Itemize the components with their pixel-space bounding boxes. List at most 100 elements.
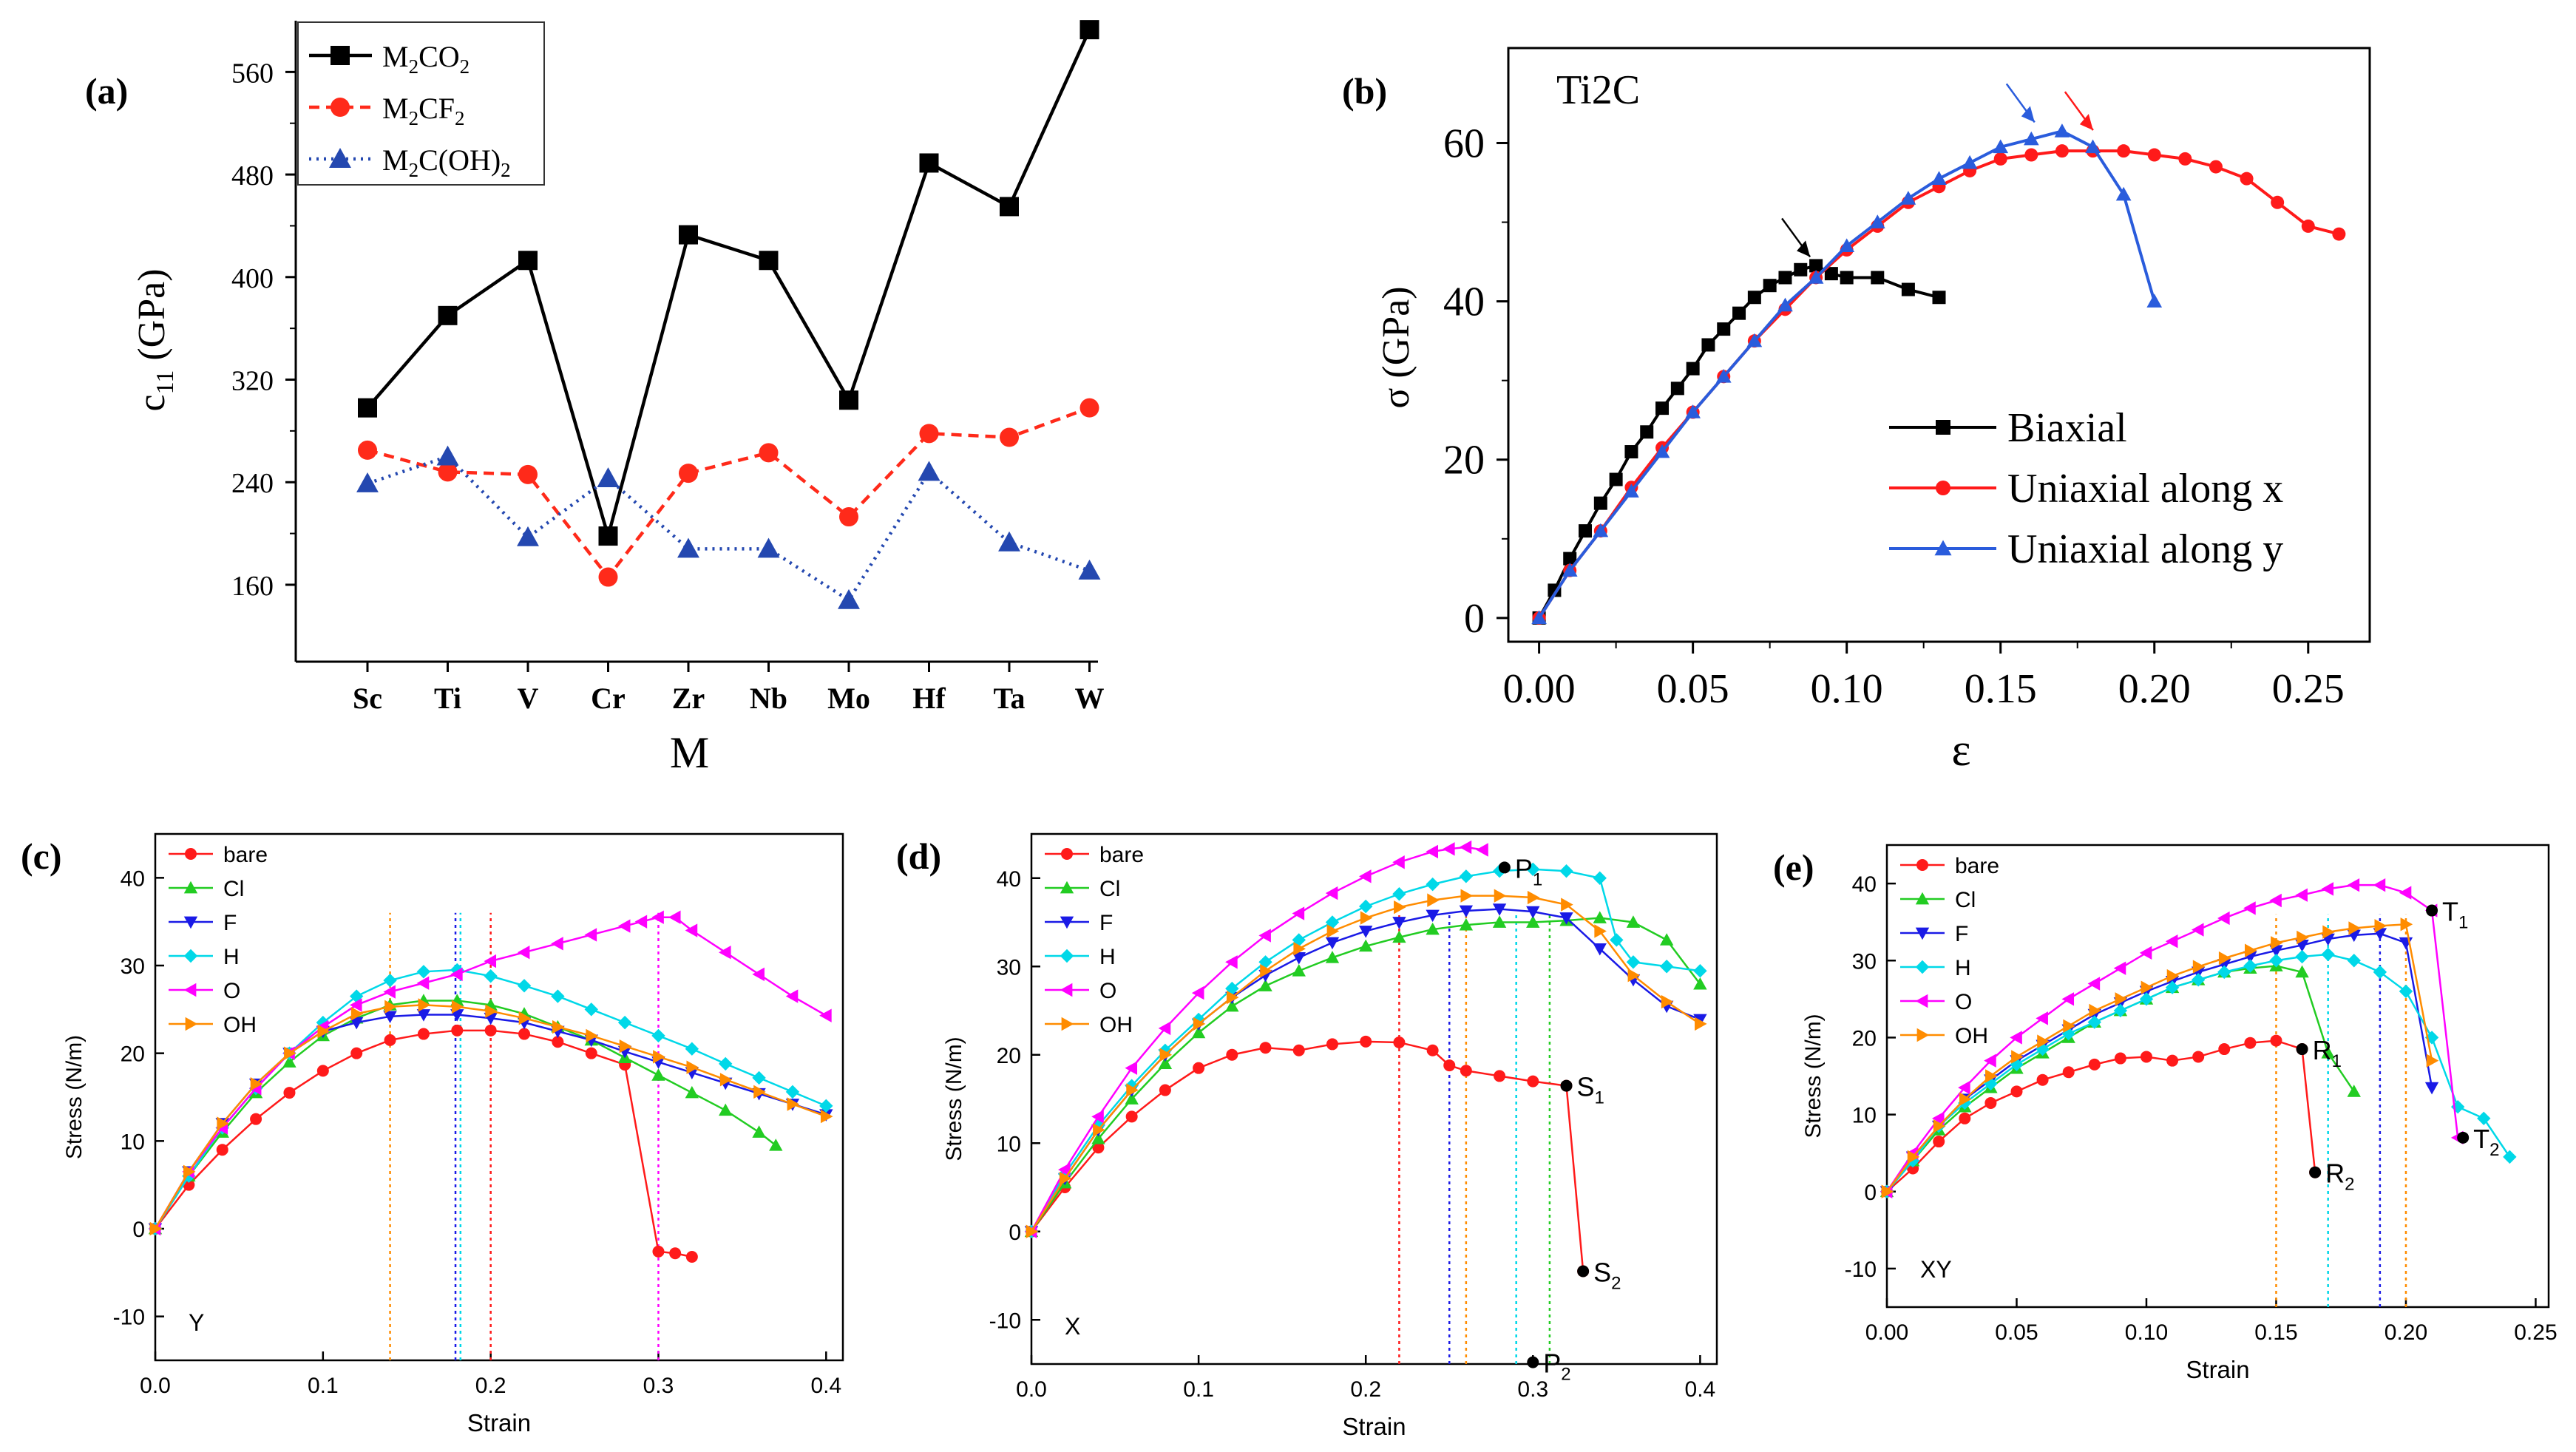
point-label-P2: P2 xyxy=(1543,1348,1570,1385)
data-point xyxy=(2114,1052,2126,1065)
data-point xyxy=(1993,139,2009,154)
x-tick-label: 0.25 xyxy=(2514,1320,2557,1345)
data-point xyxy=(2166,1054,2179,1067)
data-point xyxy=(1459,869,1474,883)
data-point xyxy=(2191,923,2204,937)
data-point xyxy=(668,910,681,924)
x-tick-label: Nb xyxy=(750,682,787,715)
data-point xyxy=(1159,1084,1171,1096)
plot-frame xyxy=(1507,47,2371,643)
data-point xyxy=(2426,1054,2439,1068)
data-point xyxy=(919,153,939,173)
data-point xyxy=(1527,890,1540,905)
data-point xyxy=(1492,915,1507,928)
legend-label-F: F xyxy=(1955,922,1968,946)
data-point xyxy=(752,967,765,982)
data-point xyxy=(416,965,431,979)
data-point xyxy=(1078,559,1101,580)
data-point xyxy=(2245,943,2257,957)
data-point xyxy=(753,1085,766,1099)
data-point xyxy=(1659,960,1674,974)
x-axis-label: ε xyxy=(1951,725,1970,776)
data-point xyxy=(2332,227,2346,241)
data-point xyxy=(1426,909,1440,923)
legend-label-M2C(OH)2: M2C(OH)2 xyxy=(382,143,511,181)
x-tick-label: 0.4 xyxy=(1685,1377,1716,1402)
data-point xyxy=(1526,915,1540,928)
plot-frame xyxy=(154,832,844,1362)
legend-marker xyxy=(185,1017,198,1031)
data-point xyxy=(250,1077,263,1091)
data-point xyxy=(1685,404,1701,418)
data-point xyxy=(2023,131,2039,146)
legend: bare Cl FHO OH xyxy=(169,843,268,1037)
data-point xyxy=(1732,306,1746,320)
legend-marker xyxy=(1060,881,1074,894)
point-label-S2: S2 xyxy=(1593,1258,1621,1294)
data-point xyxy=(839,390,858,410)
legend-marker xyxy=(1915,927,1930,940)
x-tick-label: Ta xyxy=(993,682,1025,715)
data-point xyxy=(719,1103,733,1116)
panel-label: (c) xyxy=(21,835,62,877)
legend-marker xyxy=(331,46,350,65)
data-point xyxy=(349,1017,364,1030)
x-tick-label: W xyxy=(1075,682,1105,715)
data-point xyxy=(417,1028,430,1040)
data-point xyxy=(317,1024,331,1039)
data-point xyxy=(2477,1111,2491,1125)
data-point xyxy=(759,443,779,463)
legend-label-O: O xyxy=(223,979,240,1003)
data-point xyxy=(1193,1062,1205,1074)
data-point xyxy=(597,467,620,487)
legend-label-H: H xyxy=(223,945,240,969)
legend-marker xyxy=(183,916,198,929)
y-axis-label: Stress (N/m) xyxy=(62,1035,87,1159)
data-point xyxy=(2113,961,2126,975)
data-point xyxy=(1839,238,1855,252)
plot-frame xyxy=(1885,844,2550,1309)
x-tick-label: 0.10 xyxy=(1811,666,1883,712)
data-point xyxy=(1326,924,1340,938)
data-point xyxy=(1392,930,1406,943)
data-point xyxy=(1901,282,1915,296)
data-point xyxy=(1326,1038,1338,1051)
data-point xyxy=(2295,965,2309,978)
legend-marker xyxy=(1060,916,1074,929)
data-point xyxy=(1526,862,1540,876)
data-point xyxy=(358,440,377,460)
data-point xyxy=(1695,1017,1707,1031)
x-tick-label: 0.20 xyxy=(2385,1320,2427,1345)
data-point xyxy=(2147,148,2161,162)
data-point xyxy=(1794,262,1808,277)
data-point xyxy=(998,531,1020,552)
data-point xyxy=(2240,172,2254,186)
labeled-point xyxy=(2309,1166,2322,1178)
legend-marker xyxy=(1915,994,1928,1008)
data-point xyxy=(1763,279,1777,293)
data-point xyxy=(1871,271,1885,285)
data-point xyxy=(552,1020,565,1034)
data-point xyxy=(2141,980,2154,994)
data-point xyxy=(652,1245,665,1258)
legend-marker xyxy=(1061,848,1073,860)
series-O xyxy=(148,910,832,1236)
data-point xyxy=(2271,195,2285,209)
data-point xyxy=(1260,964,1272,978)
data-point xyxy=(2244,1037,2257,1049)
data-point xyxy=(1426,877,1440,892)
point-label-R2: R2 xyxy=(2325,1158,2354,1195)
x-tick-label: 0.0 xyxy=(1016,1377,1047,1402)
data-point xyxy=(1527,1075,1539,1088)
data-point xyxy=(350,1047,363,1059)
data-point xyxy=(1808,270,1824,284)
data-point xyxy=(2139,946,2152,960)
series-OH xyxy=(1026,889,1707,1238)
data-point xyxy=(1460,1065,1472,1077)
x-tick-label: 0.15 xyxy=(1965,666,2037,712)
data-point xyxy=(584,928,597,942)
y-axis-label: Stress (N/m) xyxy=(1801,1014,1826,1138)
data-point xyxy=(2088,1058,2101,1071)
data-point xyxy=(819,1008,832,1022)
data-point xyxy=(282,1055,296,1068)
